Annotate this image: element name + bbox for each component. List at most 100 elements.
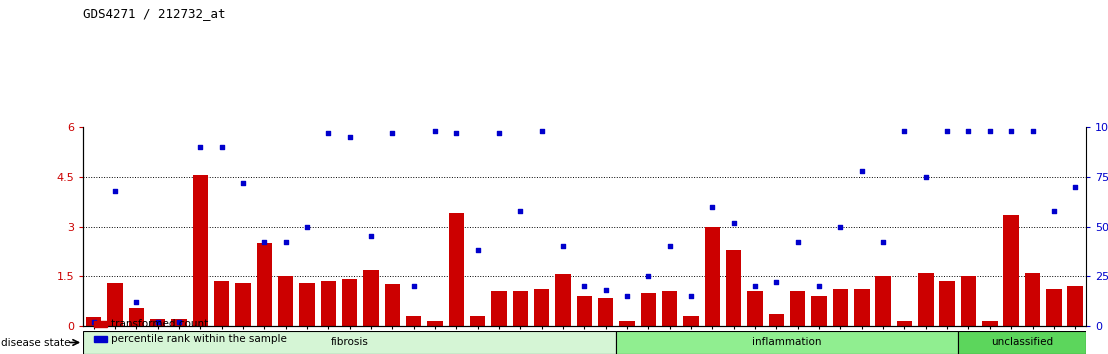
Point [832, 224, 850, 229]
Point [597, 287, 615, 293]
Point [960, 129, 977, 134]
Text: percentile rank within the sample: percentile rank within the sample [111, 334, 287, 344]
Point [469, 247, 486, 253]
Bar [449, 213, 464, 326]
Point [171, 319, 188, 325]
Bar [854, 289, 870, 326]
Point [298, 224, 316, 229]
Point [448, 131, 465, 136]
Point [895, 129, 913, 134]
Bar [896, 321, 912, 326]
Point [277, 240, 295, 245]
Bar [961, 276, 976, 326]
Point [704, 204, 721, 210]
Bar [428, 321, 443, 326]
Point [981, 129, 998, 134]
Point [747, 283, 765, 289]
Point [768, 279, 786, 285]
Bar [790, 291, 806, 326]
Bar [214, 281, 229, 326]
Bar [982, 321, 997, 326]
Point [683, 293, 700, 299]
Bar [705, 227, 720, 326]
Bar [83, 331, 616, 354]
Point [192, 144, 209, 150]
Bar [299, 283, 315, 326]
Point [85, 319, 103, 325]
Point [1024, 129, 1042, 134]
Bar [1046, 289, 1061, 326]
Point [148, 319, 166, 325]
Bar [726, 250, 741, 326]
Bar [107, 283, 123, 326]
Bar [278, 276, 294, 326]
Bar [235, 283, 250, 326]
Point [127, 299, 145, 305]
Bar [616, 331, 957, 354]
Bar [384, 284, 400, 326]
Bar [470, 316, 485, 326]
Point [319, 131, 337, 136]
Bar [129, 308, 144, 326]
Bar [684, 316, 699, 326]
Point [234, 180, 252, 186]
Bar [957, 331, 1086, 354]
Bar [534, 289, 550, 326]
Point [106, 188, 124, 194]
Bar [172, 319, 187, 326]
Point [341, 135, 359, 140]
Text: fibrosis: fibrosis [331, 337, 369, 348]
Point [874, 240, 892, 245]
Bar [1004, 215, 1019, 326]
Point [427, 129, 444, 134]
Bar [407, 316, 421, 326]
Point [789, 240, 807, 245]
Text: inflammation: inflammation [752, 337, 822, 348]
Point [639, 273, 657, 279]
Point [661, 244, 679, 249]
Bar [363, 269, 379, 326]
Point [362, 234, 380, 239]
Text: GDS4271 / 212732_at: GDS4271 / 212732_at [83, 7, 226, 20]
Point [533, 129, 551, 134]
Point [213, 144, 230, 150]
Bar [748, 291, 762, 326]
Point [383, 131, 401, 136]
Bar [598, 298, 614, 326]
Point [1066, 184, 1084, 190]
Bar [86, 318, 102, 326]
Text: transformed count: transformed count [111, 319, 208, 329]
Point [725, 220, 742, 225]
Bar [875, 276, 891, 326]
Text: unclassified: unclassified [991, 337, 1053, 348]
Point [512, 208, 530, 213]
Point [1003, 129, 1020, 134]
Bar [640, 293, 656, 326]
Bar [577, 296, 592, 326]
Bar [342, 279, 358, 326]
Bar [940, 281, 955, 326]
Point [576, 283, 594, 289]
Bar [619, 321, 635, 326]
Point [917, 174, 935, 180]
Point [618, 293, 636, 299]
Bar [833, 289, 848, 326]
Point [404, 283, 422, 289]
Point [810, 283, 828, 289]
Bar [150, 319, 165, 326]
Bar [811, 296, 827, 326]
Point [853, 168, 871, 174]
Point [490, 131, 507, 136]
Bar [193, 175, 208, 326]
Bar [492, 291, 506, 326]
Bar [555, 274, 571, 326]
Bar [919, 273, 934, 326]
Bar [663, 291, 677, 326]
Bar [257, 243, 273, 326]
Bar [321, 281, 336, 326]
Bar [513, 291, 529, 326]
Bar [1025, 273, 1040, 326]
Point [256, 240, 274, 245]
Point [1045, 208, 1063, 213]
Point [938, 129, 956, 134]
